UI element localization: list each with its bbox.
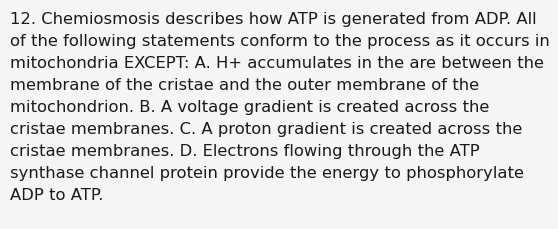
Text: of the following statements conform to the process as it occurs in: of the following statements conform to t… [10, 34, 550, 49]
Text: 12. Chemiosmosis describes how ATP is generated from ADP. All: 12. Chemiosmosis describes how ATP is ge… [10, 12, 537, 27]
Text: cristae membranes. D. Electrons flowing through the ATP: cristae membranes. D. Electrons flowing … [10, 143, 480, 158]
Text: mitochondrion. B. A voltage gradient is created across the: mitochondrion. B. A voltage gradient is … [10, 100, 489, 114]
Text: ADP to ATP.: ADP to ATP. [10, 187, 103, 202]
Text: mitochondria EXCEPT: A. H+ accumulates in the are between the: mitochondria EXCEPT: A. H+ accumulates i… [10, 56, 544, 71]
Text: cristae membranes. C. A proton gradient is created across the: cristae membranes. C. A proton gradient … [10, 121, 522, 136]
Text: synthase channel protein provide the energy to phosphorylate: synthase channel protein provide the ene… [10, 165, 524, 180]
Text: membrane of the cristae and the outer membrane of the: membrane of the cristae and the outer me… [10, 78, 479, 93]
